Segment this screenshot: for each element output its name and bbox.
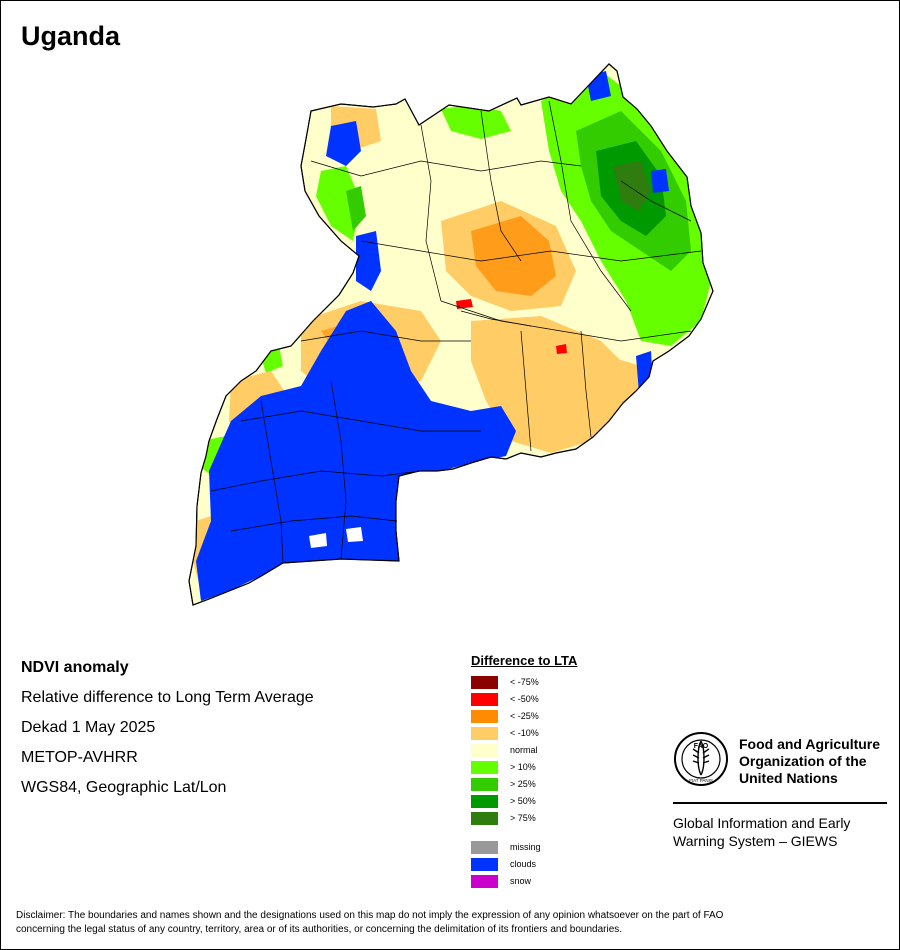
sensor-name: METOP-AVHRR [21, 749, 138, 766]
legend-label: clouds [510, 859, 537, 869]
legend-label: < -10% [510, 728, 539, 738]
legend-row: < -25% [471, 708, 577, 725]
disclaimer-line-1: Disclaimer: The boundaries and names sho… [16, 910, 724, 921]
legend-swatch [471, 795, 498, 808]
national-border [188, 63, 714, 606]
legend-label: > 25% [510, 779, 536, 789]
legend-swatch [471, 841, 498, 854]
legend-label: > 75% [510, 813, 536, 823]
legend-swatch [471, 693, 498, 706]
fao-name: Food and Agriculture Organization of the… [739, 736, 881, 786]
legend-label: missing [510, 842, 541, 852]
legend-label: < -50% [510, 694, 539, 704]
legend-label: > 10% [510, 762, 536, 772]
fao-logo-text: FAO [694, 743, 709, 750]
disclaimer-line-2: concerning the legal status of any count… [16, 924, 623, 935]
legend-swatch [471, 812, 498, 825]
map-title: Uganda [21, 21, 121, 51]
legend-classes: < -75% < -50% < -25% < -10% normal > 10% > 25%… [471, 674, 577, 827]
cloud-cover-region [196, 71, 669, 601]
legend-row: < -75% [471, 674, 577, 691]
time-period: Dekad 1 May 2025 [21, 719, 156, 736]
legend-row: < -10% [471, 725, 577, 742]
legend-row: > 10% [471, 759, 577, 776]
legend-swatch [471, 778, 498, 791]
legend-swatch [471, 727, 498, 740]
fao-divider [673, 802, 887, 804]
legend-swatch [471, 744, 498, 757]
legend-swatch [471, 858, 498, 871]
legend-row: clouds [471, 856, 577, 873]
legend-row: missing [471, 839, 577, 856]
product-name: NDVI anomaly [21, 659, 129, 676]
legend-swatch [471, 676, 498, 689]
product-description: Relative difference to Long Term Average [21, 689, 314, 706]
legend-label: > 50% [510, 796, 536, 806]
fao-logo-motto: FIAT PANIS [689, 778, 713, 783]
legend-label: snow [510, 876, 532, 886]
ndvi-anomaly-map [188, 63, 714, 606]
fao-logo-icon: FAO FIAT PANIS [674, 732, 728, 786]
legend-label: normal [510, 745, 538, 755]
legend-row: > 25% [471, 776, 577, 793]
legend-row: > 50% [471, 793, 577, 810]
legend-label: < -25% [510, 711, 539, 721]
district-boundaries [210, 100, 702, 564]
map-legend: Difference to LTA < -75% < -50% < -25% < -1… [471, 653, 577, 890]
legend-row: > 75% [471, 810, 577, 827]
legend-row: < -50% [471, 691, 577, 708]
legend-swatch [471, 875, 498, 888]
legend-swatch [471, 761, 498, 774]
giews-name: Global Information and Early Warning Sys… [673, 815, 851, 849]
projection-info: WGS84, Geographic Lat/Lon [21, 779, 227, 796]
map-info-block: NDVI anomaly Relative difference to Long… [21, 657, 314, 807]
legend-label: < -75% [510, 677, 539, 687]
legend-extra-classes: missing clouds snow [471, 839, 577, 890]
legend-row: normal [471, 742, 577, 759]
cloud-free-gaps [309, 527, 363, 548]
legend-row: snow [471, 873, 577, 890]
legend-swatch [471, 710, 498, 723]
disclaimer: Disclaimer: The boundaries and names sho… [16, 909, 886, 937]
legend-title: Difference to LTA [471, 653, 578, 668]
